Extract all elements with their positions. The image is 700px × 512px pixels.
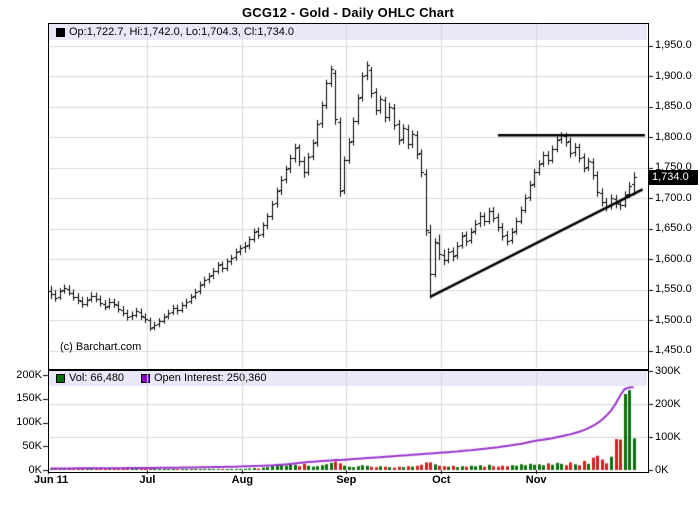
last-price-label: 1,734.0	[649, 169, 698, 185]
barchart-watermark: (c) Barchart.com	[60, 341, 142, 353]
